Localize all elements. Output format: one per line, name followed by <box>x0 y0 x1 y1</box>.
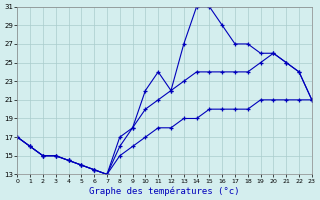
X-axis label: Graphe des températures (°c): Graphe des températures (°c) <box>89 186 240 196</box>
